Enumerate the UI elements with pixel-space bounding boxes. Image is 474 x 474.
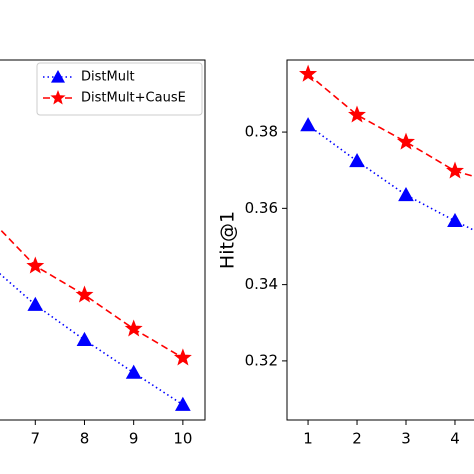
point	[446, 161, 464, 179]
point	[26, 256, 45, 274]
x-tick-label: 2	[352, 430, 362, 448]
y-tick-label: 0.38	[245, 123, 278, 141]
point	[175, 396, 191, 411]
point	[299, 64, 318, 82]
legend-marker	[51, 70, 65, 83]
plot-frame	[0, 59, 206, 421]
point	[173, 348, 192, 366]
y-tick-label: 0.34	[245, 275, 278, 293]
series-line	[0, 228, 184, 359]
plot-frame	[286, 59, 474, 421]
point	[300, 117, 316, 132]
legend-label: DistMult+CausE	[81, 91, 186, 106]
point	[447, 212, 463, 228]
point	[124, 319, 143, 337]
legend-marker	[50, 90, 66, 105]
point	[75, 285, 94, 303]
point	[348, 105, 366, 123]
y-tick-label: 0.36	[245, 199, 278, 217]
series-line	[307, 124, 474, 232]
point	[349, 153, 365, 168]
point	[397, 132, 415, 150]
x-tick-label: 4	[450, 430, 460, 448]
y-tick-label: 0.32	[245, 351, 278, 369]
x-tick-label: 10	[173, 430, 192, 448]
x-tick-label: 1	[303, 430, 313, 448]
legend-label: DistMult	[81, 70, 135, 85]
x-tick-label: 8	[80, 430, 90, 448]
plot-area	[299, 64, 474, 232]
x-tick-label: 3	[401, 430, 411, 448]
point	[76, 331, 93, 347]
x-tick-label: 9	[129, 430, 139, 448]
point	[125, 364, 142, 379]
legend-box	[36, 62, 203, 116]
x-tick-label: 7	[31, 430, 41, 448]
series-line	[0, 272, 184, 406]
point	[27, 296, 44, 311]
series-line	[307, 73, 474, 178]
point	[398, 186, 414, 202]
y-axis-label: Hit@1	[217, 211, 239, 269]
plot-area	[0, 228, 192, 411]
